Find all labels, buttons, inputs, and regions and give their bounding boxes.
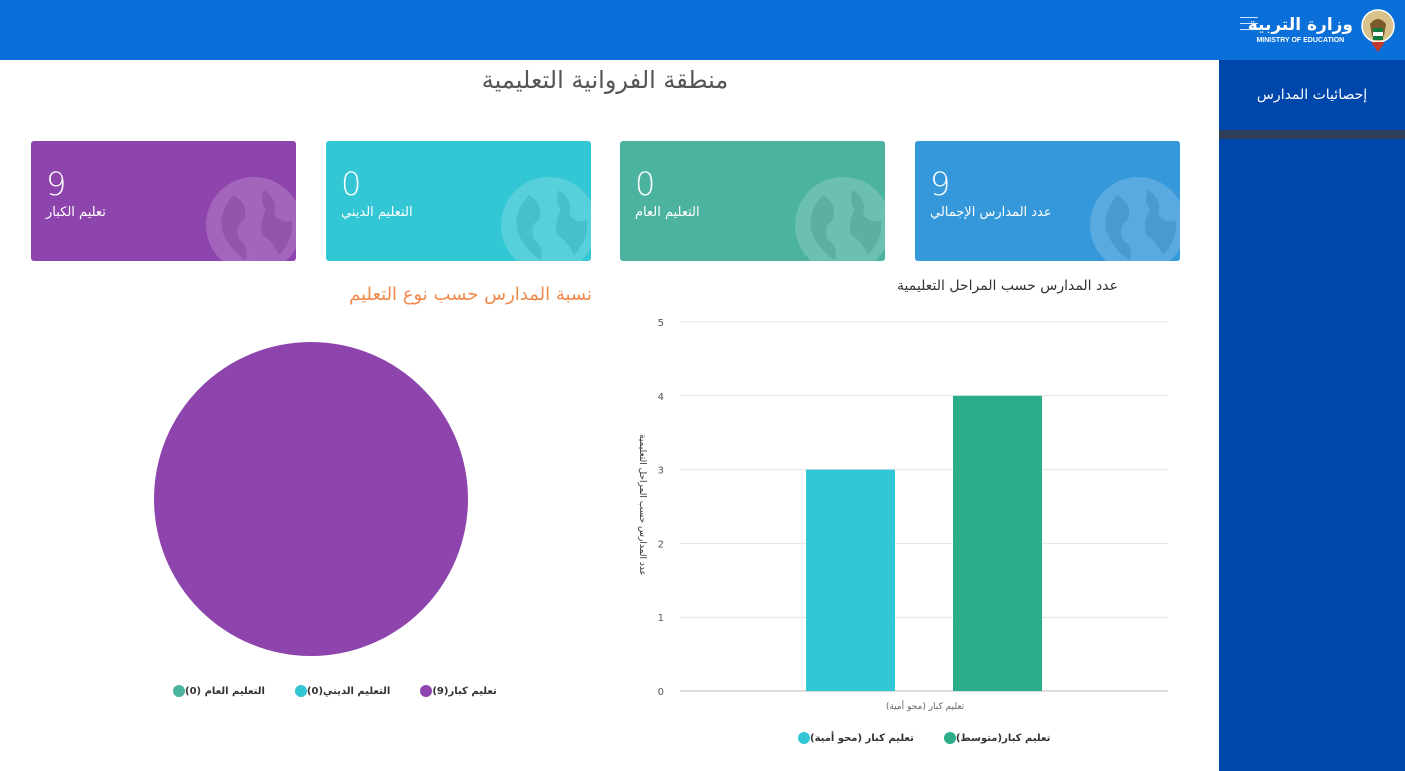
legend-label: التعليم العام (0)	[185, 685, 265, 697]
bar-chart-title: عدد المدارس حسب المراحل التعليمية	[897, 278, 1118, 294]
bar-chart-legend: تعليم كبار (محو أمية) تعليم كبار(متوسط)	[780, 732, 1062, 744]
legend-dot	[420, 685, 433, 697]
y-tick-label: 1	[658, 613, 664, 624]
bar-chart-x-tick-label: تعليم كبار (محو أمية)	[886, 700, 965, 712]
logo-arabic: وزارة التربية	[1247, 14, 1353, 35]
top-header-bar: وزارة التربية MINISTRY OF EDUCATION	[0, 0, 1405, 60]
y-tick-label: 0	[658, 687, 664, 698]
ministry-logo[interactable]: وزارة التربية MINISTRY OF EDUCATION	[1248, 4, 1397, 56]
hamburger-icon[interactable]	[1240, 17, 1258, 33]
sidebar: إحصائيات المدارس	[1219, 60, 1405, 771]
card-value: 9	[930, 165, 951, 203]
legend-dot	[798, 732, 810, 744]
legend-dot	[173, 685, 185, 697]
y-tick-label: 2	[658, 539, 664, 550]
sidebar-divider	[1219, 130, 1405, 139]
bar-chart-y-ticks: 0 1 2 3 4 5	[658, 318, 664, 698]
y-tick-label: 3	[658, 466, 664, 477]
sidebar-item-school-statistics[interactable]: إحصائيات المدارس	[1219, 60, 1405, 130]
card-label: تعليم الكبار	[46, 205, 106, 220]
bar-0[interactable]	[806, 469, 895, 691]
bar-chart-y-axis-label: عدد المدارس حسب المراحل التعليمية	[637, 434, 647, 576]
legend-label: تعليم كبار (محو أمية)	[810, 732, 914, 744]
bar-1[interactable]	[953, 395, 1042, 691]
bar-chart-grid	[680, 321, 1168, 692]
pie-chart	[154, 342, 468, 656]
legend-item[interactable]: التعليم العام (0)	[167, 685, 265, 697]
card-value: 0	[635, 165, 656, 203]
globe-icon	[795, 177, 885, 261]
card-value: 0	[341, 165, 362, 203]
stat-card-adult-education[interactable]: 9 تعليم الكبار	[31, 141, 296, 261]
page-title: منطقة الفروانية التعليمية	[481, 66, 729, 94]
globe-icon	[1090, 177, 1180, 261]
legend-dot	[943, 732, 956, 744]
legend-item[interactable]: تعليم كبار(متوسط)	[938, 732, 1051, 744]
globe-icon	[501, 177, 591, 261]
legend-label: التعليم الديني(0)	[306, 685, 391, 697]
y-tick-label: 4	[658, 392, 664, 403]
pie-slice-0[interactable]	[154, 342, 468, 656]
card-label: التعليم الديني	[341, 205, 413, 220]
logo-english: MINISTRY OF EDUCATION	[1256, 36, 1345, 44]
logo-text: وزارة التربية MINISTRY OF EDUCATION	[1247, 14, 1353, 44]
bar-chart-bars	[806, 395, 1042, 691]
legend-label: تعليم كبار(متوسط)	[955, 732, 1051, 744]
card-label: عدد المدارس الإجمالي	[930, 205, 1052, 220]
card-value: 9	[46, 165, 67, 203]
stat-card-total-schools[interactable]: 9 عدد المدارس الإجمالي	[915, 141, 1180, 261]
y-tick-label: 5	[658, 318, 664, 329]
legend-dot	[294, 685, 307, 697]
legend-item[interactable]: تعليم كبار(9)	[414, 685, 497, 697]
pie-chart-legend: التعليم العام (0) التعليم الديني(0) تعليم …	[155, 685, 509, 697]
emblem-icon	[1361, 9, 1395, 52]
legend-label: تعليم كبار(9)	[432, 685, 497, 697]
globe-icon	[206, 177, 296, 261]
card-label: التعليم العام	[635, 205, 700, 220]
legend-item[interactable]: التعليم الديني(0)	[289, 685, 390, 697]
stat-card-general-education[interactable]: 0 التعليم العام	[620, 141, 885, 261]
stat-card-religious-education[interactable]: 0 التعليم الديني	[326, 141, 591, 261]
legend-item[interactable]: تعليم كبار (محو أمية)	[792, 732, 914, 744]
sidebar-item-label: إحصائيات المدارس	[1256, 87, 1368, 103]
charts-canvas: 0 1 2 3 4 5 عدد المدارس حسب المراحل التعليمية…	[154, 318, 1168, 712]
pie-chart-title: نسبة المدارس حسب نوع التعليم	[349, 284, 592, 305]
